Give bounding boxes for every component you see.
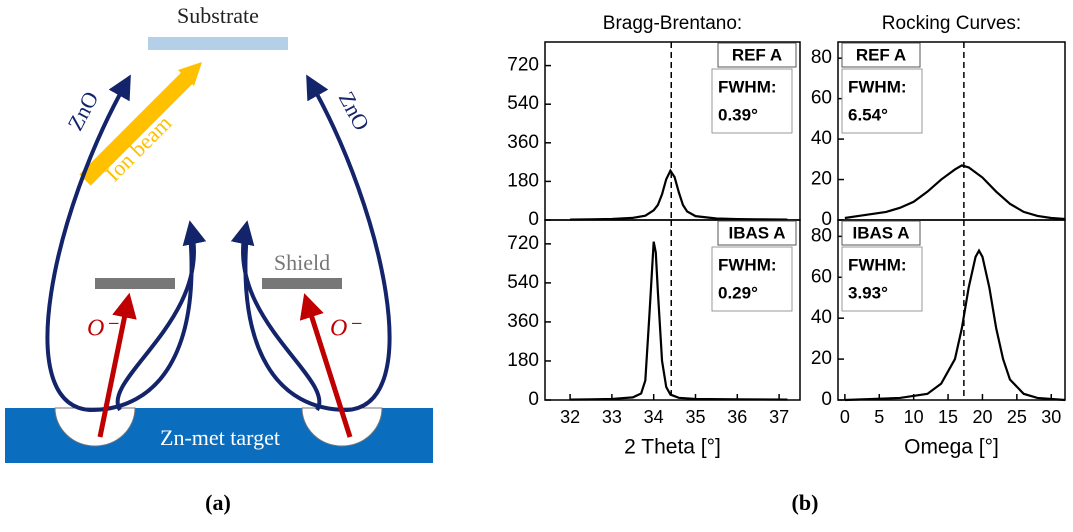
zno-path — [45, 74, 194, 413]
sample-box — [841, 220, 921, 246]
ion-arrow — [97, 292, 137, 438]
x-axis-label: 2 Theta [°] — [624, 436, 721, 459]
y-tick-label: 180 — [507, 170, 539, 191]
shield-label: Shield — [274, 250, 330, 275]
x-tick-label: 36 — [727, 407, 747, 427]
sample-box — [717, 42, 797, 68]
sample-box — [717, 220, 797, 246]
y-tick-label: 540 — [507, 272, 539, 293]
zno-path — [230, 220, 322, 412]
zno-path — [243, 74, 392, 413]
data-line — [844, 248, 1066, 402]
ion-beam — [79, 69, 196, 186]
fwhm-box — [841, 246, 923, 312]
fwhm-box — [711, 246, 793, 312]
y-tick-label: 0 — [528, 389, 539, 410]
x-tick-label: 15 — [938, 407, 958, 427]
shield — [95, 278, 175, 289]
shield — [262, 278, 342, 289]
data-line — [570, 168, 788, 221]
ion-beam-head — [178, 62, 202, 86]
x-tick-label: 30 — [1041, 407, 1061, 427]
x-tick-label: 35 — [685, 407, 705, 427]
chart-title: Rocking Curves: — [882, 13, 1021, 34]
y-tick-label: 360 — [507, 311, 539, 332]
x-tick-label: 25 — [1007, 407, 1027, 427]
caption: (b) — [792, 490, 819, 515]
data-line — [844, 164, 1066, 221]
y-tick-label: 540 — [507, 93, 539, 114]
y-tick-label: 80 — [811, 225, 832, 246]
sample-label: REF A — [732, 45, 782, 64]
x-tick-label: 10 — [904, 407, 924, 427]
y-tick-label: 40 — [811, 128, 832, 149]
sample-box — [841, 42, 921, 68]
fwhm-value: 3.93° — [848, 283, 888, 302]
y-tick-label: 20 — [811, 169, 832, 190]
substrate — [148, 37, 288, 50]
x-tick-label: 5 — [874, 407, 884, 427]
erosion — [54, 407, 136, 447]
x-tick-label: 33 — [602, 407, 622, 427]
sample-label: IBAS A — [729, 223, 786, 242]
x-tick-label: 32 — [560, 407, 580, 427]
y-tick-label: 40 — [811, 307, 832, 328]
sample-label: IBAS A — [853, 223, 910, 242]
plot-frame — [544, 219, 801, 401]
y-tick-label: 20 — [811, 348, 832, 369]
data-line — [570, 241, 788, 401]
chart-title: Bragg-Brentano: — [603, 13, 742, 34]
y-tick-label: 0 — [821, 389, 832, 410]
fwhm-box — [711, 68, 793, 134]
fwhm-label: FWHM: — [718, 255, 777, 274]
y-tick-label: 60 — [811, 88, 832, 109]
y-tick-label: 180 — [507, 350, 539, 371]
y-tick-label: 720 — [507, 233, 539, 254]
target-label: Zn-met target — [160, 425, 280, 450]
y-tick-label: 0 — [528, 209, 539, 230]
y-tick-label: 60 — [811, 266, 832, 287]
x-tick-label: 20 — [972, 407, 992, 427]
zno-path — [115, 220, 207, 412]
x-axis-label: Omega [°] — [904, 436, 999, 459]
fwhm-label: FWHM: — [718, 77, 777, 96]
plot-frame — [837, 219, 1066, 401]
y-tick-label: 0 — [821, 209, 832, 230]
y-tick-label: 360 — [507, 132, 539, 153]
erosion — [301, 407, 383, 447]
x-tick-label: 34 — [644, 407, 664, 427]
substrate-label: Substrate — [177, 3, 259, 28]
ion-arrow — [299, 293, 353, 438]
caption: (a) — [205, 490, 231, 515]
zno-label: ZnO — [62, 87, 103, 134]
o-minus-label: O⁻ — [87, 316, 119, 342]
fwhm-value: 0.29° — [718, 283, 758, 302]
y-tick-label: 720 — [507, 55, 539, 76]
fwhm-value: 0.39° — [718, 105, 758, 124]
y-tick-label: 80 — [811, 47, 832, 68]
fwhm-label: FWHM: — [848, 77, 907, 96]
fwhm-box — [841, 68, 923, 134]
zno-label: ZnO — [334, 87, 375, 134]
o-minus-label: O⁻ — [330, 316, 362, 342]
fwhm-value: 6.54° — [848, 105, 888, 124]
x-tick-label: 37 — [769, 407, 789, 427]
sample-label: REF A — [856, 45, 906, 64]
diagram: Substrate Zn-met target Shield Ion beam … — [5, 3, 433, 515]
x-tick-label: 0 — [840, 407, 850, 427]
fwhm-label: FWHM: — [848, 255, 907, 274]
